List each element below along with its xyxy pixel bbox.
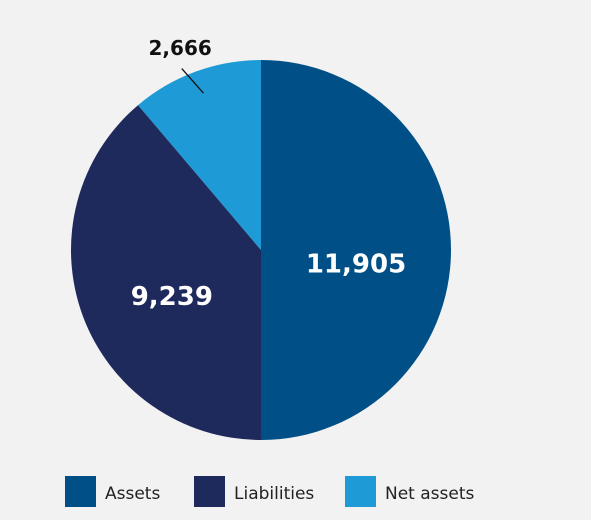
pie-slice	[138, 60, 261, 250]
value-label: 9,239	[131, 282, 213, 312]
legend-swatch	[65, 476, 96, 507]
legend-swatch	[194, 476, 225, 507]
legend-label: Net assets	[385, 484, 475, 504]
pie-slice	[71, 105, 262, 441]
value-label: 11,905	[306, 250, 406, 280]
value-label: 2,666	[149, 36, 212, 60]
pie-slice	[261, 60, 451, 440]
legend-label: Assets	[105, 484, 160, 504]
leader-line	[181, 68, 204, 94]
legend-swatch	[345, 476, 376, 507]
legend-label: Liabilities	[234, 484, 314, 504]
